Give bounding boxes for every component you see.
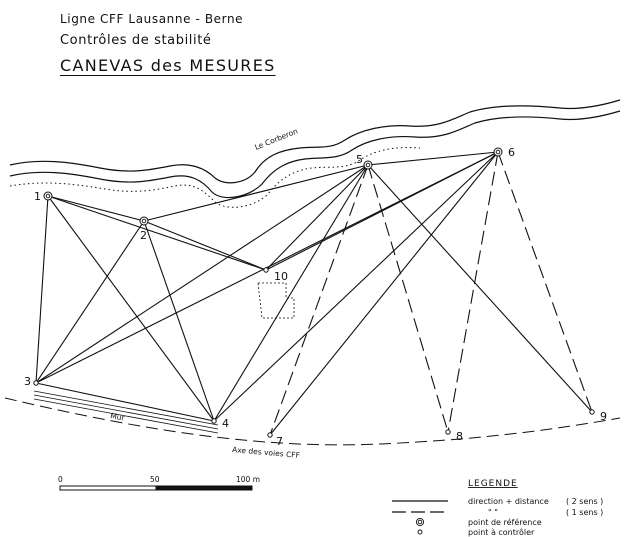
connection-2-4	[143, 220, 215, 422]
line-name: Ligne CFF Lausanne - Berne	[60, 12, 244, 26]
point-marker-4	[211, 418, 217, 424]
connection-4-6	[213, 151, 499, 422]
wall	[33, 390, 219, 434]
point-label-3: 3	[24, 375, 31, 388]
connection-5-9	[367, 164, 593, 413]
connection-5-6	[367, 151, 499, 166]
sheet-subtitle: Contrôles de stabilité	[60, 33, 212, 48]
point-label-9: 9	[600, 410, 607, 423]
legend-reference-label: point de référence	[468, 517, 542, 527]
point-label-7: 7	[276, 435, 283, 448]
point-marker-10	[263, 267, 269, 273]
legend-solid-label: direction + distance	[468, 497, 549, 506]
survey-point-3: 3	[24, 375, 39, 388]
scale-segment-light	[59, 485, 157, 491]
sheet-title: CANEVAS des MESURES	[60, 56, 276, 75]
survey-point-5: 5	[356, 153, 373, 170]
points-layer: 1 2 3 4 5 6 7 8 9 10	[24, 146, 607, 448]
connection-2-5	[143, 164, 369, 222]
river-bank-dotted	[9, 147, 421, 208]
point-marker-7	[267, 432, 273, 438]
point-marker-2	[139, 216, 149, 226]
wall-label: Mur	[110, 411, 127, 423]
legend-dashed-label: " "	[488, 508, 498, 517]
legend: LEGENDE direction + distance ( 2 sens ) …	[392, 479, 603, 537]
legend-solid-note: ( 2 sens )	[566, 497, 603, 506]
survey-point-2: 2	[139, 216, 149, 242]
point-marker-1	[43, 191, 53, 201]
legend-reference-symbol	[415, 517, 425, 527]
connection-1-3	[35, 195, 49, 384]
scale-bar: 0 50 100 m	[58, 475, 260, 491]
point-marker-9	[589, 409, 595, 415]
axis-label: Axe des voies CFF	[232, 445, 300, 460]
connection-4-5	[213, 164, 369, 422]
survey-point-6: 6	[493, 146, 515, 159]
connection-6-8	[447, 151, 499, 433]
connections-layer	[35, 151, 593, 436]
river-bank-south	[9, 110, 621, 199]
point-label-8: 8	[456, 430, 463, 443]
legend-dashed-note: ( 1 sens )	[566, 508, 603, 517]
connection-6-7	[269, 151, 499, 436]
point-label-10: 10	[274, 270, 288, 283]
point-label-4: 4	[222, 417, 229, 430]
survey-point-1: 1	[34, 190, 53, 203]
scale-label-0: 0	[58, 475, 63, 484]
connection-3-4	[35, 382, 215, 422]
point-marker-inner-2	[141, 218, 147, 224]
connection-5-10	[265, 164, 369, 271]
scale-label-50: 50	[150, 475, 160, 484]
connection-5-8	[367, 164, 449, 433]
scale-label-100: 100 m	[236, 475, 260, 484]
point-marker-8	[445, 429, 451, 435]
legend-title: LEGENDE	[468, 479, 518, 489]
point-marker-inner-6	[495, 149, 501, 155]
river-bank-north	[9, 99, 621, 184]
connection-1-10	[47, 195, 267, 271]
point-marker-3	[33, 380, 39, 386]
legend-reference-symbol-inner	[417, 519, 423, 525]
point-label-2: 2	[140, 229, 147, 242]
legend-control-symbol	[417, 529, 423, 535]
survey-point-7: 7	[267, 432, 283, 448]
point-marker-5	[363, 160, 373, 170]
survey-point-10: 10	[263, 267, 288, 283]
point-marker-6	[493, 147, 503, 157]
building-outline	[257, 282, 295, 319]
survey-point-9: 9	[589, 409, 607, 423]
connection-1-4	[47, 195, 215, 422]
connection-2-10	[143, 220, 267, 271]
connection-5-7	[269, 164, 369, 436]
connection-2-3	[35, 220, 145, 384]
point-marker-inner-5	[365, 162, 371, 168]
point-label-5: 5	[356, 153, 363, 166]
river-label: Le Corberon	[253, 126, 299, 152]
survey-point-8: 8	[445, 429, 463, 443]
point-label-1: 1	[34, 190, 41, 203]
survey-point-4: 4	[211, 417, 229, 430]
railway-axis	[4, 397, 621, 446]
scale-segment-dark	[155, 485, 253, 491]
connection-1-2	[47, 195, 145, 222]
point-marker-inner-1	[45, 193, 51, 199]
connection-3-5	[35, 164, 369, 384]
point-label-6: 6	[508, 146, 515, 159]
legend-control-label: point à contrôler	[468, 527, 535, 537]
connection-6-9	[497, 151, 593, 413]
river	[9, 99, 621, 208]
